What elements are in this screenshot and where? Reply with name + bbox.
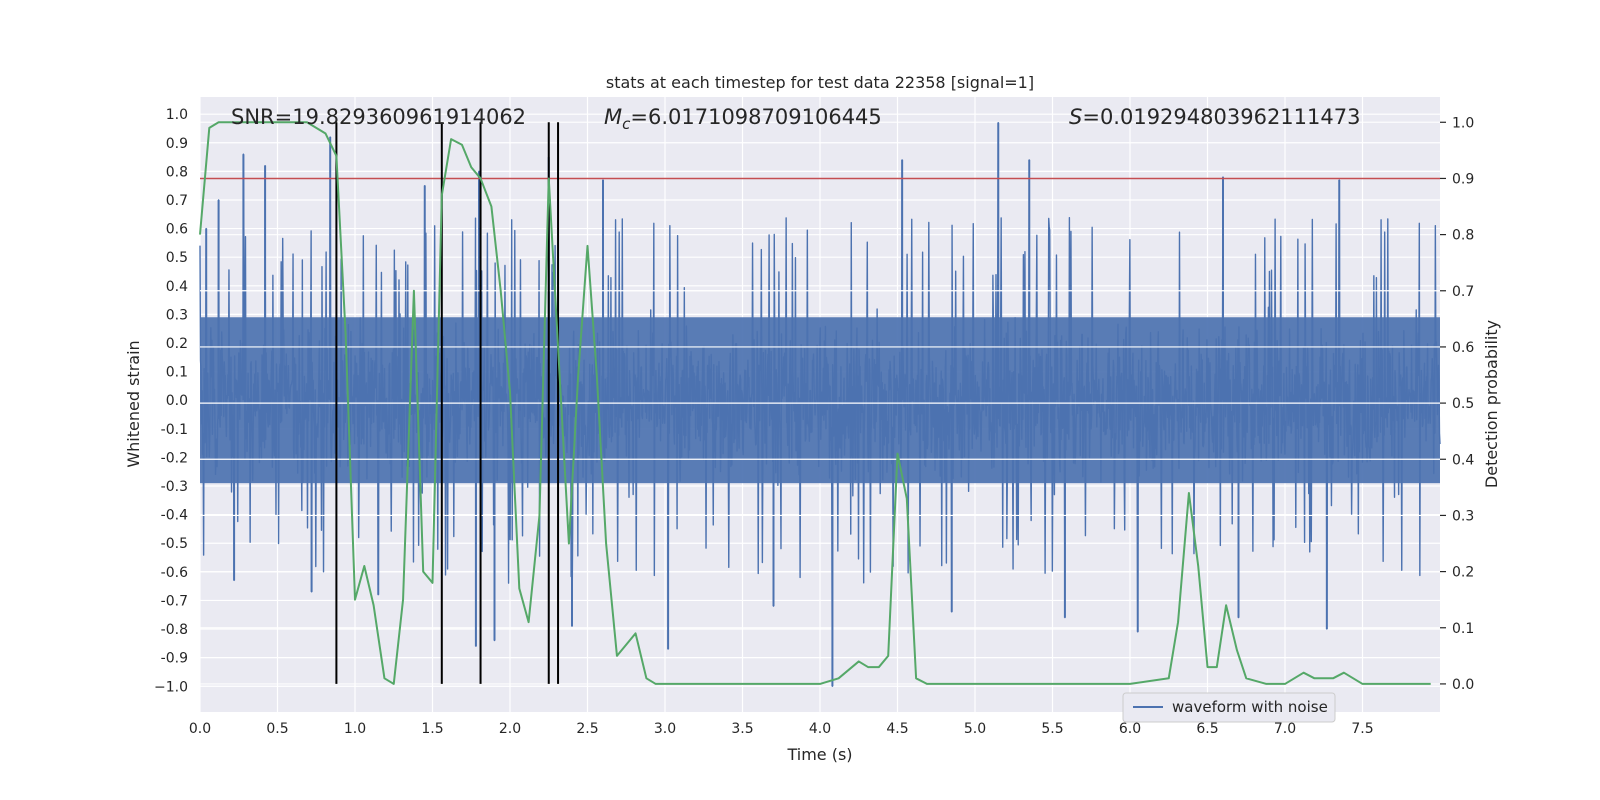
x-tick-label: 3.0 — [654, 721, 676, 737]
x-tick-label: 1.5 — [421, 721, 443, 737]
x-tick-label: 4.0 — [809, 721, 831, 737]
s-annotation: S=0.019294803962111473 — [1069, 105, 1360, 129]
y-left-tick-label: -0.8 — [161, 622, 188, 638]
x-tick-label: 2.5 — [576, 721, 598, 737]
y-left-tick-label: -0.2 — [161, 450, 188, 466]
y-right-tick-label: 0.2 — [1452, 565, 1474, 581]
y-left-tick-label: 0.7 — [166, 193, 188, 209]
probability-series — [199, 121, 1431, 685]
y-left-tick-label: 0.4 — [166, 279, 188, 295]
y-right-tick-label: 0.0 — [1452, 677, 1474, 693]
x-tick-label: 7.0 — [1274, 721, 1296, 737]
y-right-tick-label: 0.3 — [1452, 508, 1474, 524]
x-tick-label: 1.0 — [344, 721, 366, 737]
y-left-tick-label: 0.8 — [166, 164, 188, 180]
y-left-tick-labels: 1.0 0.9 0.8 0.7 0.6 0.5 0.4 0.3 0.2 0.1 0.0 -0.1 -0.… — [154, 107, 188, 695]
chirp-mass-annotation: Mc=6.0171098709106445 — [604, 105, 882, 133]
y-left-tick-label: 0.5 — [166, 250, 188, 266]
y-left-tick-label: 0.0 — [166, 393, 188, 409]
legend-box — [1122, 692, 1336, 723]
chirp-mass-subscript: c — [622, 115, 631, 133]
y-right-tick-label: 0.8 — [1452, 228, 1474, 244]
y-left-tick-label: -0.6 — [161, 565, 188, 581]
x-tick-label: 7.5 — [1351, 721, 1373, 737]
y-right-tick-label: 0.4 — [1452, 452, 1474, 468]
y-right-tick-label: 0.1 — [1452, 621, 1474, 637]
y-right-tick-label: 0.6 — [1452, 340, 1474, 356]
x-tick-label: 2.0 — [499, 721, 521, 737]
y-right-axis-label: Detection probability — [1482, 320, 1501, 488]
chart-title: stats at each timestep for test data 223… — [606, 73, 1034, 92]
s-value: =0.019294803962111473 — [1082, 105, 1360, 129]
x-tick-label: 3.5 — [731, 721, 753, 737]
y-left-tick-label: −1.0 — [154, 679, 188, 695]
waveform-series — [199, 122, 1441, 687]
y-left-tick-label: -0.9 — [161, 651, 188, 667]
y-left-tick-label: -0.1 — [161, 422, 188, 438]
x-tick-labels: 0.0 0.5 1.0 1.5 2.0 2.5 3.0 3.5 4.0 4.5 5.0 5.5 6.0 6… — [189, 721, 1374, 737]
y-left-tick-label: -0.3 — [161, 479, 188, 495]
x-tick-label: 0.5 — [266, 721, 288, 737]
y-left-tick-label: 0.2 — [166, 336, 188, 352]
x-tick-label: 5.5 — [1041, 721, 1063, 737]
x-tick-label: 6.0 — [1119, 721, 1141, 737]
y-right-tick-labels: 1.0 0.9 0.8 0.7 0.6 0.5 0.4 0.3 0.2 0.1 0.0 — [1440, 115, 1474, 693]
y-left-tick-label: 0.3 — [166, 307, 188, 323]
vertical-markers — [335, 122, 560, 684]
x-tick-label: 5.0 — [964, 721, 986, 737]
x-tick-label: 4.5 — [886, 721, 908, 737]
x-tick-label: 0.0 — [189, 721, 211, 737]
legend-label: waveform with noise — [1172, 698, 1328, 716]
y-left-tick-label: -0.4 — [161, 508, 188, 524]
y-right-tick-label: 0.5 — [1452, 396, 1474, 412]
y-left-tick-label: 1.0 — [166, 107, 188, 123]
x-tick-label: 6.5 — [1196, 721, 1218, 737]
y-left-tick-label: -0.5 — [161, 536, 188, 552]
y-left-tick-label: -0.7 — [161, 593, 188, 609]
y-left-axis-label: Whitened strain — [124, 340, 143, 467]
y-right-tick-label: 0.9 — [1452, 171, 1474, 187]
y-left-tick-label: 0.9 — [166, 136, 188, 152]
s-symbol: S — [1069, 105, 1082, 129]
snr-annotation: SNR=19.829360961914062 — [231, 105, 526, 129]
chirp-mass-value: =6.0171098709106445 — [630, 105, 881, 129]
probability-line — [199, 121, 1431, 685]
y-right-tick-label: 1.0 — [1452, 115, 1474, 131]
y-right-tick-label: 0.7 — [1452, 284, 1474, 300]
x-axis-label: Time (s) — [786, 745, 852, 764]
y-left-tick-label: 0.6 — [166, 222, 188, 238]
y-left-tick-label: 0.1 — [166, 365, 188, 381]
waveform-core-band — [200, 317, 1440, 484]
chirp-mass-symbol: M — [604, 105, 622, 129]
legend: waveform with noise — [1122, 692, 1336, 723]
